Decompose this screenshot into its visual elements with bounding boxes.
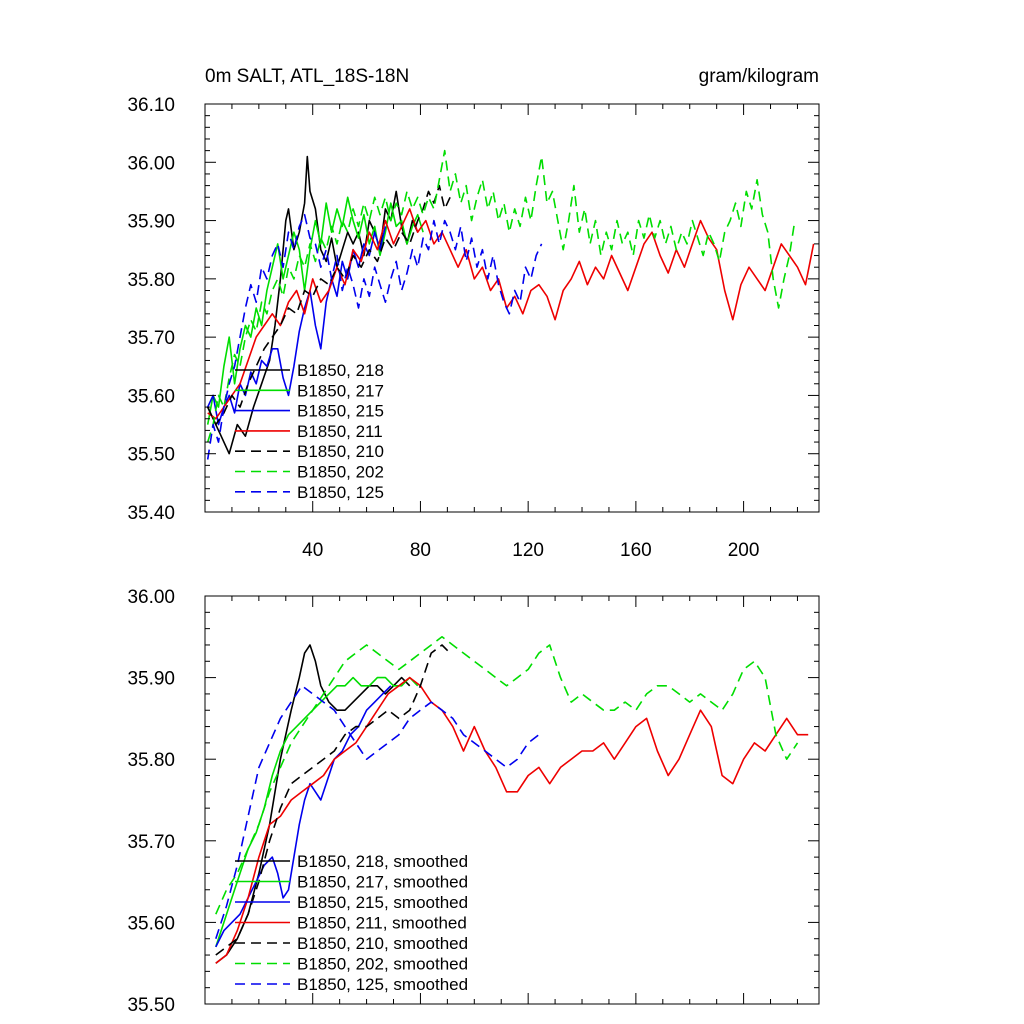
top-x-tick-label: 40 [302,540,323,561]
top-tick-layer: 35.40 35.50 35.60 35.70 35.80 35.90 36.00 36.10… [127,95,819,561]
bottom-y-tick-label: 35.60 [127,913,175,934]
top-y-tick-label: 35.60 [127,386,175,407]
top-x-tick-label: 120 [512,540,544,561]
top-series-line-5 [206,184,451,426]
top-y-tick-label: 35.90 [127,212,175,233]
bottom-series-layer [215,636,809,964]
bottom-series-line-6 [215,636,799,915]
bottom-y-tick-label: 36.00 [127,587,175,608]
bottom-legend-label-4: B1850, 211, smoothed [297,914,467,933]
top-series-layer [206,149,815,460]
bottom-legend: B1850, 218, smoothed B1850, 217, smoothed… [235,852,468,994]
top-legend-label-1: B1850, 218 [297,361,384,380]
top-x-tick-label: 160 [620,540,652,561]
bottom-legend-label-6: B1850, 202, smoothed [297,955,468,974]
top-x-tick-label: 80 [410,540,431,561]
top-series-line-2 [206,196,424,425]
top-x-tick-label: 200 [728,540,760,561]
bottom-legend-label-5: B1850, 210, smoothed [297,934,468,953]
top-legend-label-3: B1850, 215 [297,402,384,421]
bottom-y-tick-label: 35.70 [127,832,175,853]
top-series-line-6 [206,149,796,443]
bottom-panel: 35.50 35.60 35.70 35.80 35.90 36.00 B1850, 21… [127,587,820,1016]
bottom-y-tick-label: 35.80 [127,750,175,771]
top-y-tick-label: 35.80 [127,270,175,291]
top-legend-label-2: B1850, 217 [297,381,384,400]
bottom-y-tick-label: 35.90 [127,669,175,690]
top-legend-label-7: B1850, 125 [297,483,384,502]
top-y-tick-label: 35.70 [127,328,175,349]
top-panel: 0m SALT, ATL_18S-18N gram/kilogram 35.40… [127,66,820,561]
bottom-series-line-2 [215,676,419,948]
top-y-tick-label: 36.10 [127,95,175,116]
bottom-series-line-7 [215,685,540,939]
bottom-plot-frame [204,595,820,1005]
bottom-legend-label-1: B1850, 218, smoothed [297,852,468,871]
top-y-tick-label: 35.50 [127,445,175,466]
bottom-legend-label-3: B1850, 215, smoothed [297,893,468,912]
top-plot-frame [204,103,820,513]
bottom-series-line-5 [215,644,451,956]
bottom-legend-label-2: B1850, 217, smoothed [297,873,468,892]
top-series-line-4 [207,208,815,420]
top-title-left: 0m SALT, ATL_18S-18N [205,66,409,87]
bottom-legend-label-7: B1850, 125, smoothed [297,975,468,994]
top-legend-label-4: B1850, 211 [297,422,383,441]
top-series-line-7 [206,213,543,460]
bottom-tick-layer: 35.50 35.60 35.70 35.80 35.90 36.00 [127,587,819,1016]
top-y-tick-label: 36.00 [127,153,175,174]
top-legend-label-6: B1850, 202 [297,463,384,482]
top-legend-label-5: B1850, 210 [297,442,384,461]
bottom-y-tick-label: 35.50 [127,995,175,1016]
bottom-series-line-4 [215,676,809,964]
top-title-right: gram/kilogram [699,66,819,87]
top-y-tick-label: 35.40 [127,503,175,524]
